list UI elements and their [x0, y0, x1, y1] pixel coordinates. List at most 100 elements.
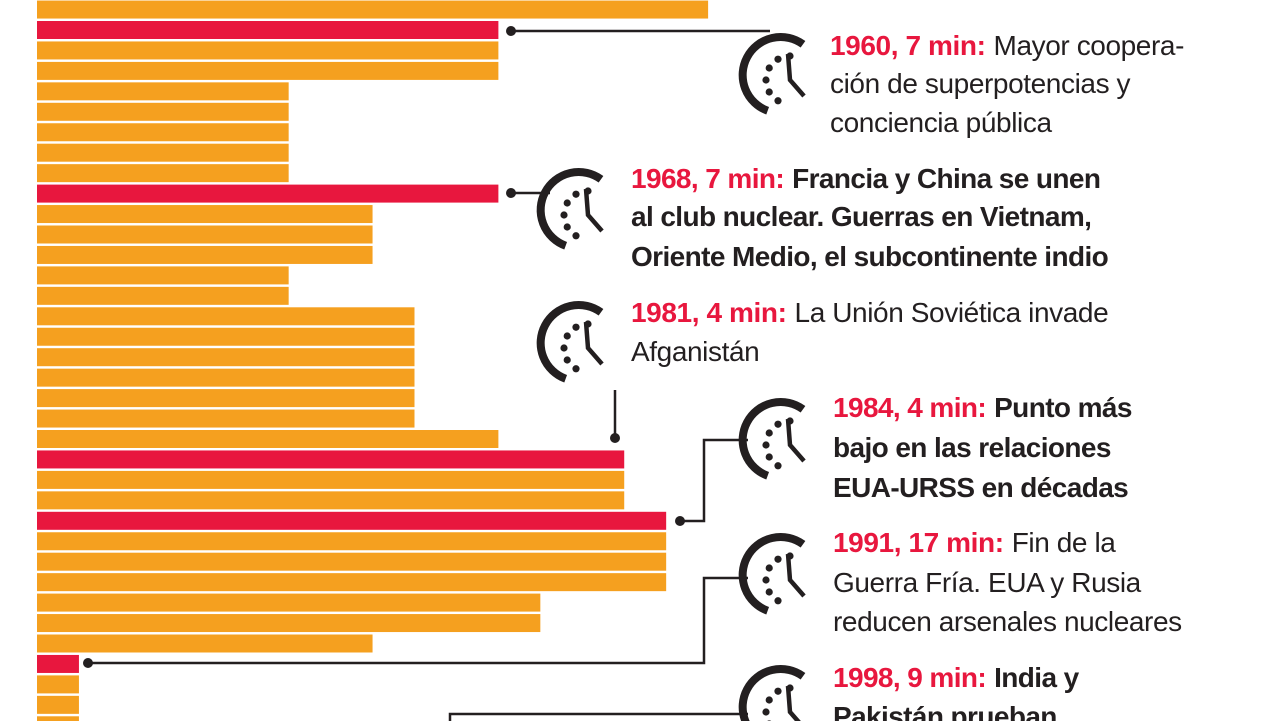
annotation-title: 1991, 17 min:: [833, 527, 1004, 558]
bar: [37, 470, 625, 489]
clock-dot: [563, 332, 571, 340]
clock-dot: [774, 687, 782, 695]
clock-arc: [738, 33, 806, 115]
connector: [448, 712, 748, 721]
clock-icon: [738, 533, 806, 615]
bar: [37, 225, 373, 244]
bar: [37, 430, 499, 448]
annotation-line: 1981, 4 min: La Unión Soviética invade: [631, 297, 1108, 328]
clock-icon: [738, 665, 806, 721]
annotation-title: 1998, 9 min:: [833, 662, 986, 693]
clock-dot: [765, 88, 773, 96]
bar: [37, 593, 541, 612]
bar: [37, 286, 289, 305]
clock-dot: [765, 453, 773, 461]
clock-dot: [765, 429, 773, 437]
connector-dot: [610, 433, 620, 443]
bar: [37, 716, 79, 721]
clock-arc: [738, 533, 806, 615]
annotation-line: EUA-URSS en décadas: [833, 472, 1128, 503]
clock-dot: [563, 356, 571, 364]
annotation-text: Punto más: [994, 392, 1132, 423]
clock-dot: [765, 64, 773, 72]
annotation-title: 1960, 7 min:: [830, 30, 986, 61]
bar: [37, 143, 289, 162]
clock-dot: [765, 564, 773, 572]
clock-dot: [762, 76, 770, 84]
bar: [37, 0, 709, 19]
annotation-line: Guerra Fría. EUA y Rusia: [833, 567, 1142, 598]
clock-hand: [785, 685, 801, 721]
bar: [37, 21, 499, 39]
connector-dot: [675, 516, 685, 526]
connector-dot: [506, 188, 516, 198]
clock-dot: [774, 555, 782, 563]
connector: [88, 576, 748, 665]
bar: [37, 164, 289, 183]
bar: [37, 245, 373, 264]
clock-dot: [563, 199, 571, 207]
bar: [37, 307, 415, 326]
annotation-line: 1998, 9 min: India y: [833, 662, 1080, 693]
annotation-line: 1991, 17 min: Fin de la: [833, 527, 1116, 558]
bar: [37, 409, 415, 428]
connectors: [88, 29, 770, 721]
connector: [680, 438, 748, 523]
annotation-title: 1968, 7 min:: [631, 163, 784, 194]
bar: [37, 573, 667, 592]
annotation-line: 1968, 7 min: Francia y China se unen: [631, 163, 1100, 194]
clock-hand: [785, 553, 806, 598]
bar: [37, 266, 289, 285]
annotation-line: ción de superpotencias y: [830, 68, 1131, 99]
bar: [37, 389, 415, 408]
annotation-text: Mayor coopera-: [994, 30, 1185, 61]
bar: [37, 184, 499, 203]
annotation-line: Pakistán prueban: [833, 701, 1057, 721]
annotation-text: La Unión Soviética invade: [795, 297, 1109, 328]
clock-dot: [762, 441, 770, 449]
annotation-text: Fin de la: [1012, 527, 1117, 558]
clock-dot: [774, 55, 782, 63]
bar: [37, 348, 415, 367]
bar: [37, 634, 373, 653]
clock-arc: [536, 168, 604, 250]
clock-dot: [572, 232, 580, 240]
bars: [37, 0, 709, 721]
clock-dot: [572, 190, 580, 198]
annotation-line: reducen arsenales nucleares: [833, 606, 1182, 637]
annotation-line: Afganistán: [631, 336, 759, 367]
clock-dot: [774, 597, 782, 605]
clock-dot: [563, 223, 571, 231]
annotation-text: Francia y China se unen: [792, 163, 1100, 194]
bar: [37, 511, 667, 530]
clock-dot: [774, 462, 782, 470]
annotation-title: 1981, 4 min:: [631, 297, 787, 328]
clock-hand: [583, 321, 604, 366]
clock-dot: [765, 588, 773, 596]
clock-icon: [738, 398, 806, 480]
annotation-line: Oriente Medio, el subcontinente indio: [631, 241, 1109, 272]
bar: [37, 41, 499, 60]
bar: [37, 675, 79, 694]
clock-icon: [738, 33, 806, 115]
clock-hand: [785, 418, 806, 463]
clock-hand: [583, 188, 604, 233]
clock-arc: [738, 398, 806, 480]
clock-dot: [762, 576, 770, 584]
clock-icon: [536, 168, 604, 250]
clock-dot: [774, 97, 782, 105]
annotation-text: India y: [994, 662, 1080, 693]
clock-dot: [765, 696, 773, 704]
annotation-line: bajo en las relaciones: [833, 432, 1111, 463]
clock-icon: [536, 301, 604, 383]
bar: [37, 614, 541, 633]
bar: [37, 327, 415, 346]
bar: [37, 205, 373, 224]
annotation-line: 1960, 7 min: Mayor coopera-: [830, 30, 1184, 61]
clock-arc: [536, 301, 604, 383]
annotation-line: conciencia pública: [830, 107, 1052, 138]
clock-dot: [560, 211, 568, 219]
bar: [37, 450, 625, 469]
clock-arc: [738, 665, 806, 721]
